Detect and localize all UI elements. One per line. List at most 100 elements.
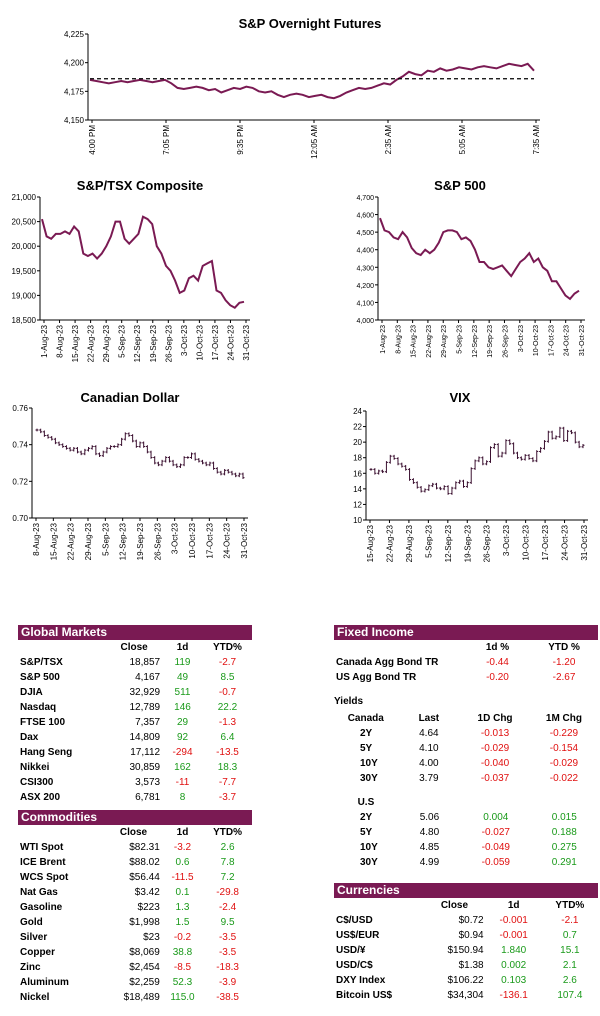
change-1d: 1.5 xyxy=(175,917,190,928)
change-ytd: -1.20 xyxy=(552,657,576,668)
currencies-header: Currencies xyxy=(334,883,598,898)
y-tick-label: 22 xyxy=(353,423,362,432)
fixed-income-table: 1d % YTD % Canada Agg Bond TR -0.44 -1.20 US … xyxy=(334,640,598,685)
y-tick-label: 21,000 xyxy=(12,193,37,202)
y-tick-label: 0.74 xyxy=(12,441,28,450)
currencies-panel: Currencies Close 1d YTD% C$/USD $0.72 -0.001 -… xyxy=(334,883,598,1003)
series-line xyxy=(89,62,535,100)
tenor-label: 30Y xyxy=(360,773,378,784)
chart-title-spx: S&P 500 xyxy=(434,178,486,193)
column-header: 1d xyxy=(176,642,189,653)
chart-vix: 10 12 14 16 18 20 22 24 15-Aug-23 22-Aug-23 29-Aug… xyxy=(353,407,589,562)
close-value: 17,112 xyxy=(130,747,161,758)
change-1d: 146 xyxy=(174,702,191,713)
close-value: $1.38 xyxy=(458,960,484,971)
change-1d: 0.6 xyxy=(175,857,190,868)
y-tick-label: 19,000 xyxy=(12,291,37,300)
table-row: 10Y 4.85 -0.049 0.275 xyxy=(334,840,598,855)
table-row: Hang Seng 17,112 -294 -13.5 xyxy=(18,745,252,760)
x-tick-label: 5-Sep-23 xyxy=(457,325,464,354)
change-1d: -0.037 xyxy=(480,773,510,784)
close-value: 4,167 xyxy=(135,672,161,683)
column-header: YTD% xyxy=(213,827,243,838)
yield-last: 4.85 xyxy=(419,842,440,853)
column-header: 1d xyxy=(507,900,520,911)
header-row: 1d % YTD % xyxy=(334,640,598,655)
x-tick-label: 4:00 PM xyxy=(88,125,97,155)
series-line xyxy=(379,217,580,301)
x-tick-label: 12-Sep-23 xyxy=(444,524,453,562)
close-value: $0.94 xyxy=(458,930,484,941)
x-tick-label: 3-Oct-23 xyxy=(171,522,180,554)
chart-spx-futures: 4,150 4,175 4,200 4,225 4:00 PM 7:05 PM 9:35 P… xyxy=(64,30,541,159)
change-1d: -3.2 xyxy=(173,842,192,853)
tenor-label: 2Y xyxy=(360,812,373,823)
change-ytd: 7.2 xyxy=(220,872,235,883)
table-row: Nasdaq 12,789 146 22.2 xyxy=(18,700,252,715)
row-label: Zinc xyxy=(20,962,41,973)
chart-title-cad: Canadian Dollar xyxy=(80,390,180,405)
close-value: $2,259 xyxy=(129,977,160,988)
y-tick-label: 4,150 xyxy=(64,116,85,125)
change-ytd: 15.1 xyxy=(560,945,580,956)
chart-cad: 0.70 0.72 0.74 0.76 8-Aug-23 15-Aug-23 22-Aug-… xyxy=(12,404,249,560)
row-label: WCS Spot xyxy=(20,872,69,883)
row-label: US$/EUR xyxy=(336,930,380,941)
close-value: $3.42 xyxy=(134,887,160,898)
chart-tsx: 18,500 19,000 19,500 20,000 20,500 21,000 1-Au… xyxy=(12,193,251,362)
yield-last: 4.10 xyxy=(419,743,439,754)
y-tick-label: 10 xyxy=(353,516,362,525)
row-label: DJIA xyxy=(20,687,43,698)
change-ytd: -3.5 xyxy=(218,947,237,958)
close-value: 18,857 xyxy=(129,657,161,668)
change-ytd: -2.7 xyxy=(218,657,237,668)
y-tick-label: 0.76 xyxy=(12,404,28,413)
x-tick-label: 31-Oct-23 xyxy=(580,524,589,560)
change-1d: -0.013 xyxy=(480,728,510,739)
table-row: 5Y 4.10 -0.029 -0.154 xyxy=(334,741,598,756)
change-1d: 0.103 xyxy=(501,975,527,986)
x-tick-label: 7:05 PM xyxy=(162,125,171,155)
change-1d: -136.1 xyxy=(499,990,528,1001)
chart-title-vix: VIX xyxy=(449,390,471,405)
column-header: YTD% xyxy=(213,642,242,653)
change-ytd: -18.3 xyxy=(216,962,239,973)
change-ytd: 2.6 xyxy=(562,975,577,986)
change-1d: 29 xyxy=(176,717,189,728)
country-label: U.S xyxy=(357,797,375,808)
change-1d: 1.840 xyxy=(501,945,527,956)
row-label: DXY Index xyxy=(336,975,386,986)
yield-last: 4.00 xyxy=(419,758,439,769)
column-header xyxy=(531,795,598,810)
close-value: $1,998 xyxy=(129,917,160,928)
row-label: Aluminum xyxy=(20,977,69,988)
yield-last: 4.99 xyxy=(419,857,440,868)
change-1m: 0.188 xyxy=(551,827,577,838)
x-tick-label: 24-Oct-23 xyxy=(226,324,235,360)
change-1d: 0.004 xyxy=(483,812,509,823)
x-tick-label: 17-Oct-23 xyxy=(548,325,555,356)
row-label: Nikkei xyxy=(20,762,50,773)
x-tick-label: 12:05 AM xyxy=(310,125,319,159)
change-ytd: -2.1 xyxy=(561,915,579,926)
change-ytd: 18.3 xyxy=(217,762,238,773)
y-tick-label: 18 xyxy=(353,454,362,463)
table-row: S&P 500 4,167 49 8.5 xyxy=(18,670,252,685)
global-markets-table: Close 1d YTD% S&P/TSX 18,857 119 -2.7 S&P 500 4,… xyxy=(18,640,252,805)
change-1d: 92 xyxy=(176,732,189,743)
y-tick-label: 4,400 xyxy=(356,248,374,255)
column-header: 1d xyxy=(176,827,189,838)
commodities-header: Commodities xyxy=(18,810,252,825)
row-label: Nasdaq xyxy=(20,702,57,713)
change-1d: -0.20 xyxy=(486,672,509,683)
x-tick-label: 10-Oct-23 xyxy=(188,522,197,558)
row-label: Hang Seng xyxy=(20,747,73,758)
x-tick-label: 24-Oct-23 xyxy=(561,524,570,560)
x-tick-label: 8-Aug-23 xyxy=(32,522,41,555)
change-1d: 49 xyxy=(176,672,189,683)
close-value: $34,304 xyxy=(447,990,484,1001)
close-value: $223 xyxy=(137,902,160,913)
close-value: $56.44 xyxy=(129,872,160,883)
row-label: S&P 500 xyxy=(20,672,60,683)
change-1d: 119 xyxy=(174,657,191,668)
